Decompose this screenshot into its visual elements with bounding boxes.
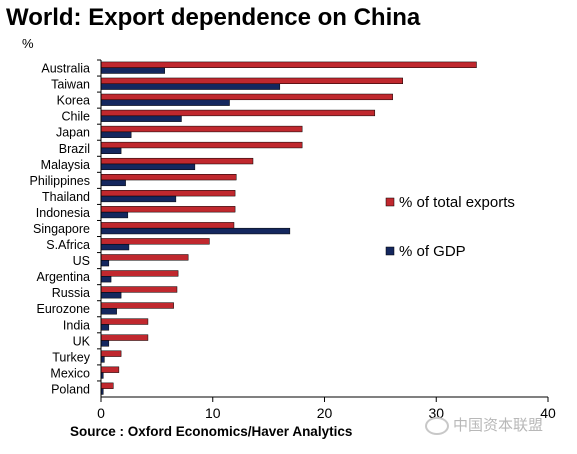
category-label: Brazil: [59, 142, 90, 156]
source-note: Source : Oxford Economics/Haver Analytic…: [70, 424, 353, 439]
bar-gdp: [100, 179, 126, 187]
bar-exports: [100, 190, 236, 197]
bar-exports: [100, 125, 303, 133]
category-label: S.Africa: [46, 238, 90, 252]
x-tick-label: 20: [317, 405, 333, 421]
chart-title: World: Export dependence on China: [6, 4, 421, 31]
x-tick-label: 30: [428, 405, 444, 421]
category-label: US: [73, 254, 90, 268]
unit-label: %: [22, 36, 34, 51]
bar-exports: [100, 302, 174, 309]
bar-exports: [100, 157, 254, 165]
bar-gdp: [100, 340, 110, 347]
bar-gdp: [100, 67, 165, 74]
category-label: Philippines: [30, 174, 90, 188]
bar-gdp: [100, 131, 132, 138]
bar-exports: [100, 109, 376, 117]
bar-exports: [100, 77, 403, 85]
bar-exports: [100, 334, 149, 341]
category-label: Malaysia: [41, 158, 90, 172]
bar-exports: [100, 382, 114, 389]
bar-exports: [100, 350, 122, 357]
bar-exports: [100, 318, 149, 325]
bar-gdp: [100, 324, 110, 331]
bar-exports: [100, 206, 236, 213]
bar-exports: [100, 366, 120, 373]
bar-exports: [100, 270, 179, 277]
bar-gdp: [100, 83, 281, 90]
category-label: Korea: [57, 94, 90, 108]
bar-exports: [100, 61, 477, 68]
bar-gdp: [100, 195, 177, 203]
category-label: Taiwan: [51, 78, 90, 92]
bar-exports: [100, 254, 189, 261]
category-label: UK: [73, 334, 91, 348]
category-label: Chile: [62, 110, 91, 124]
watermark: 中国资本联盟: [425, 414, 544, 436]
legend-label: % of total exports: [399, 194, 515, 211]
x-tick-label: 0: [97, 405, 105, 421]
bar-exports: [100, 222, 235, 229]
bar-gdp: [100, 243, 130, 251]
category-label: Eurozone: [36, 302, 90, 316]
category-label: India: [63, 318, 90, 332]
bar-gdp: [100, 147, 122, 154]
legend-swatch: [385, 197, 395, 207]
category-label: Argentina: [36, 270, 90, 284]
category-label: Thailand: [42, 190, 90, 204]
bar-gdp: [100, 356, 105, 363]
category-label: Japan: [56, 126, 90, 140]
wechat-icon: [425, 417, 449, 436]
category-label: Turkey: [52, 350, 90, 364]
bar-exports: [100, 286, 178, 293]
bar-gdp: [100, 260, 110, 267]
category-label: Singapore: [33, 222, 90, 236]
bar-gdp: [100, 227, 291, 235]
bar-gdp: [100, 211, 129, 219]
category-label: Australia: [41, 62, 90, 76]
category-label: Indonesia: [36, 206, 90, 220]
bar-gdp: [100, 163, 196, 171]
category-label: Russia: [52, 286, 90, 300]
x-tick-label: 40: [540, 405, 556, 421]
bar-gdp: [100, 99, 230, 106]
category-label: Mexico: [50, 366, 90, 380]
bar-gdp: [100, 276, 112, 283]
bar-exports: [100, 174, 237, 181]
bar-gdp: [100, 115, 182, 122]
bar-gdp: [100, 292, 122, 299]
bar-gdp: [100, 308, 117, 315]
watermark-text: 中国资本联盟: [453, 417, 544, 434]
category-label: Poland: [51, 382, 90, 396]
x-tick-label: 10: [205, 405, 221, 421]
legend-swatch: [385, 246, 395, 256]
bar-exports: [100, 238, 210, 245]
legend-label: % of GDP: [399, 243, 466, 260]
bar-exports: [100, 93, 393, 101]
bar-exports: [100, 141, 303, 149]
